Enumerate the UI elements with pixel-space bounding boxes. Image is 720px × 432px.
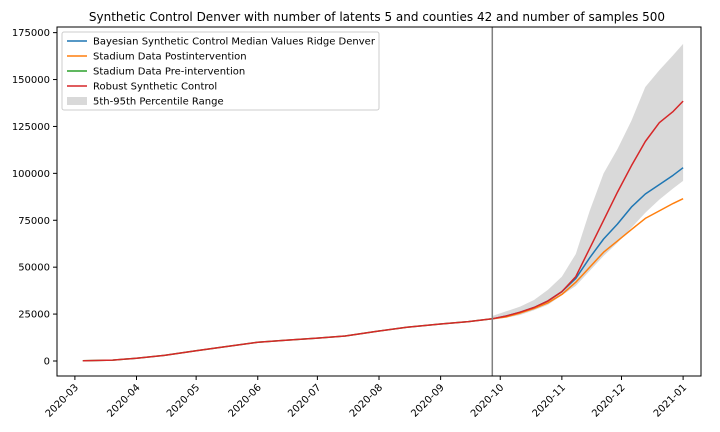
x-tick-label: 2020-11 [531,382,568,419]
legend-label-3: Robust Synthetic Control [93,82,217,93]
x-tick-label: 2020-06 [227,382,264,419]
y-tick-label: 0 [44,356,50,367]
legend-label-1: Stadium Data Postintervention [93,52,247,63]
y-tick-label: 75000 [18,216,50,227]
legend-label-0: Bayesian Synthetic Control Median Values… [93,37,376,48]
legend: Bayesian Synthetic Control Median Values… [61,31,380,111]
legend-label-2: Stadium Data Pre-intervention [93,67,245,78]
plot-area [82,27,684,376]
plot-inner [82,27,684,376]
chart-title: Synthetic Control Denver with number of … [89,10,665,24]
x-tick-label: 2020-07 [286,382,323,419]
y-tick-label: 150000 [12,75,50,86]
series-line-1 [492,198,684,320]
legend-label-band: 5th-95th Percentile Range [93,97,224,108]
y-tick-label: 50000 [18,263,50,274]
y-tick-label: 125000 [12,122,50,133]
x-tick-label: 2020-10 [469,382,506,419]
y-tick-label: 175000 [12,28,50,39]
y-tick-label: 100000 [12,169,50,180]
x-tick-label: 2020-09 [409,382,446,419]
x-tick-label: 2020-03 [44,382,81,419]
x-tick-label: 2021-01 [652,382,689,419]
x-tick-label: 2020-12 [590,382,627,419]
x-tick-label: 2020-08 [348,382,385,419]
y-tick-label: 25000 [18,310,50,321]
legend-swatch-band [67,97,87,105]
legend-box [61,31,380,111]
x-tick-label: 2020-05 [165,382,202,419]
x-tick-label: 2020-04 [105,382,142,419]
percentile-band [492,43,684,320]
